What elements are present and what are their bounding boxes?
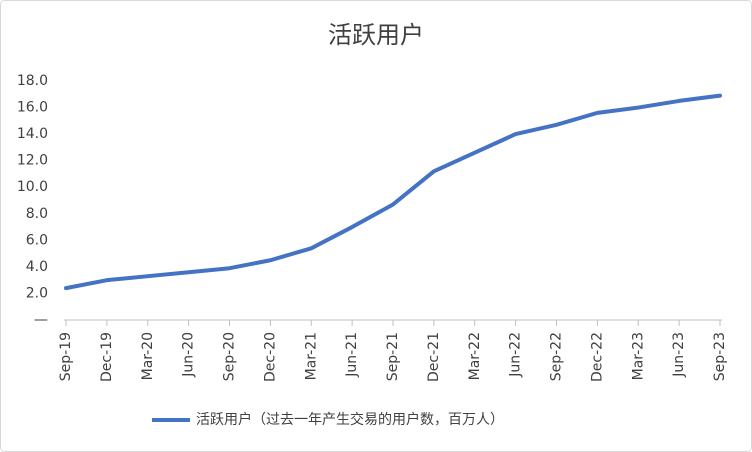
x-tick-label: Sep-20 xyxy=(222,332,238,381)
x-tick-label: Jun-22 xyxy=(508,332,524,378)
x-tick-label: Dec-21 xyxy=(426,332,442,382)
x-tick-label: Sep-19 xyxy=(58,332,74,381)
x-tick-label: Dec-20 xyxy=(262,332,278,382)
x-tick-label: Sep-21 xyxy=(385,332,401,381)
chart-title: 活跃用户 xyxy=(328,21,424,49)
x-tick-label: Dec-19 xyxy=(99,332,115,382)
series-line xyxy=(64,93,722,291)
x-tick-label: Mar-21 xyxy=(303,332,319,380)
y-tick-label: 18.0 xyxy=(17,73,48,89)
x-tick-label: Sep-22 xyxy=(549,332,565,381)
x-tick-label: Mar-20 xyxy=(140,332,156,380)
x-tick-label: Jun-20 xyxy=(181,332,197,378)
legend-label: 活跃用户（过去一年产生交易的用户数，百万人） xyxy=(196,411,504,428)
y-tick-label: 6.0 xyxy=(26,232,48,248)
y-tick-label: 10.0 xyxy=(17,179,48,195)
x-tick-label: Mar-23 xyxy=(630,332,646,380)
y-tick-label: — xyxy=(34,312,48,328)
x-tick-label: Sep-23 xyxy=(712,332,728,381)
y-tick-label: 2.0 xyxy=(26,285,48,301)
y-tick-label: 4.0 xyxy=(26,259,48,275)
y-tick-label: 14.0 xyxy=(17,126,48,142)
x-tick-label: Dec-22 xyxy=(589,332,605,382)
y-tick-label: 16.0 xyxy=(17,100,48,116)
x-tick-label: Mar-22 xyxy=(467,332,483,380)
x-tick-label: Jun-21 xyxy=(344,332,360,378)
y-tick-label: 12.0 xyxy=(17,153,48,169)
y-tick-label: 8.0 xyxy=(26,206,48,222)
x-tick-label: Jun-23 xyxy=(671,332,687,378)
